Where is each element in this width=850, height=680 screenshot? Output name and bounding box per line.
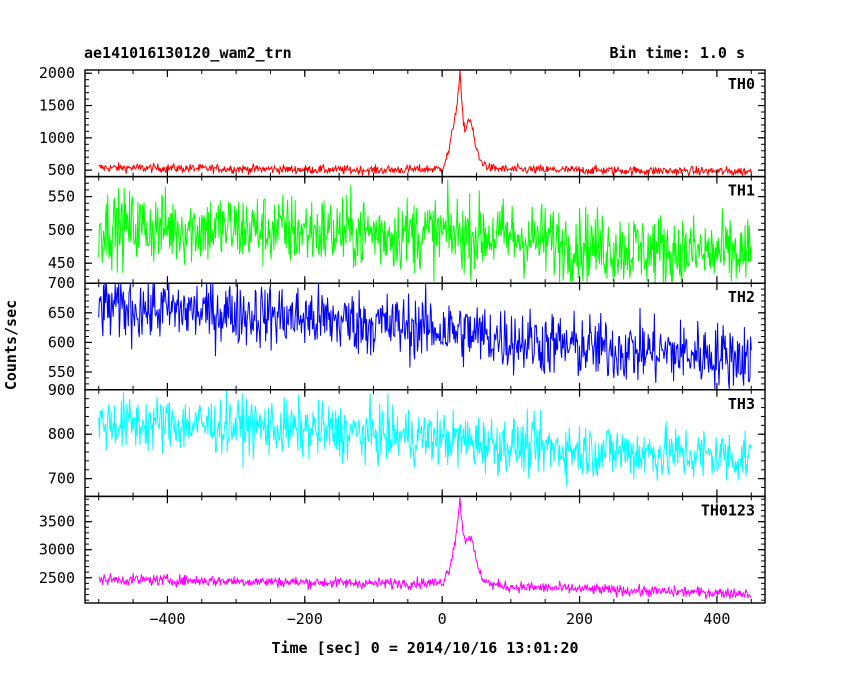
trace-th0123 bbox=[98, 496, 752, 600]
panel-label-th3: TH3 bbox=[728, 395, 755, 413]
y-tick-label: 650 bbox=[48, 304, 75, 322]
y-tick-label: 700 bbox=[48, 470, 75, 488]
x-tick-label: 0 bbox=[438, 610, 447, 628]
y-tick-label: 800 bbox=[48, 425, 75, 443]
panel-label-th2: TH2 bbox=[728, 288, 755, 306]
y-tick-label: 500 bbox=[48, 161, 75, 179]
y-tick-label: 1500 bbox=[39, 97, 75, 115]
y-tick-label: 450 bbox=[48, 254, 75, 272]
bin-time-label: Bin time: 1.0 s bbox=[609, 44, 745, 62]
x-tick-label: −200 bbox=[287, 610, 323, 628]
trace-th3 bbox=[98, 390, 752, 487]
x-tick-label: 400 bbox=[703, 610, 730, 628]
plot-title: ae141016130120_wam2_trn bbox=[84, 44, 292, 62]
panel-label-th0: TH0 bbox=[728, 75, 755, 93]
y-tick-label: 3000 bbox=[39, 541, 75, 559]
x-tick-label: −400 bbox=[149, 610, 185, 628]
panel-label-th1: TH1 bbox=[728, 182, 755, 200]
y-tick-label: 700 bbox=[48, 274, 75, 292]
y-tick-label: 600 bbox=[48, 333, 75, 351]
trace-th1 bbox=[98, 179, 752, 284]
y-axis-label: Counts/sec bbox=[2, 299, 20, 391]
panel-frame-th0 bbox=[84, 69, 766, 178]
y-tick-label: 550 bbox=[48, 363, 75, 381]
y-tick-label: 2500 bbox=[39, 569, 75, 587]
trace-th0 bbox=[98, 69, 752, 177]
y-tick-label: 900 bbox=[48, 381, 75, 399]
panel-label-th0123: TH0123 bbox=[701, 501, 755, 519]
y-tick-label: 1000 bbox=[39, 129, 75, 147]
x-tick-label: 200 bbox=[566, 610, 593, 628]
y-tick-label: 2000 bbox=[39, 64, 75, 82]
x-axis-label: Time [sec] 0 = 2014/10/16 13:01:20 bbox=[271, 639, 579, 657]
trace-th2 bbox=[98, 283, 752, 390]
panel-frame-th0123 bbox=[84, 495, 766, 604]
y-tick-label: 550 bbox=[48, 188, 75, 206]
y-tick-label: 500 bbox=[48, 221, 75, 239]
y-tick-label: 3500 bbox=[39, 513, 75, 531]
